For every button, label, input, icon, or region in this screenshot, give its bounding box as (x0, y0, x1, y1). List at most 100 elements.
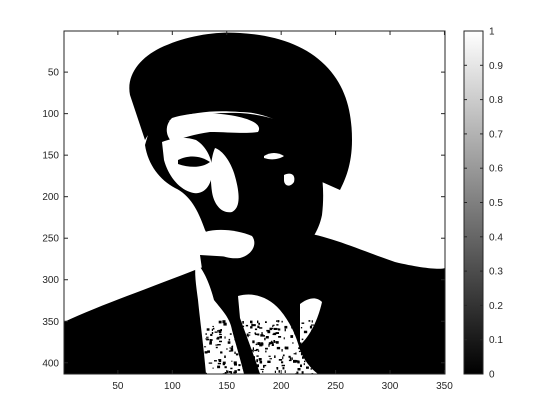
shirt-texture-dot (250, 326, 253, 329)
shirt-texture-dot (234, 339, 237, 341)
shirt-texture-dot (277, 320, 280, 322)
y-tick-label: 350 (42, 317, 59, 328)
shirt-texture-dot (269, 327, 273, 331)
shirt-texture-dot (258, 322, 260, 325)
shirt-texture-dot (259, 361, 263, 364)
shirt-texture-dot (243, 333, 246, 335)
shirt-texture-dot (229, 371, 231, 373)
shirt-texture-dot (214, 331, 218, 333)
shirt-texture-dot (255, 333, 259, 336)
shirt-texture-dot (264, 337, 266, 341)
shirt-texture-dot (256, 355, 259, 357)
eye-left (178, 156, 210, 167)
shirt-texture-dot (204, 351, 208, 354)
colorbar-tick-label: 1 (489, 27, 495, 38)
shirt-texture-dot (252, 347, 254, 351)
shirt-texture-dot (224, 366, 227, 369)
shirt-texture-dot (265, 350, 267, 353)
shirt-texture-dot (214, 360, 217, 362)
shirt-texture-dot (291, 327, 293, 329)
shirt-texture-dot (292, 342, 294, 344)
shirt-texture-dot (263, 364, 267, 367)
shirt-texture-dot (254, 328, 258, 331)
shirt-texture-dot (242, 354, 244, 356)
shirt-texture-dot (254, 367, 257, 369)
shirt-texture-dot (224, 355, 226, 358)
shirt-texture-dot (229, 347, 233, 349)
shirt-collar-right (238, 294, 318, 374)
shirt-texture-dot (272, 324, 275, 326)
shirt-texture-dot (304, 360, 306, 363)
colorbar-tick-label: 0.9 (489, 61, 503, 72)
shirt-texture-dot (300, 364, 302, 368)
shirt-texture-dot (238, 364, 241, 367)
shirt-texture-dot (235, 353, 239, 356)
shirt-texture-dot (305, 353, 309, 356)
shirt-texture-dot (209, 342, 212, 345)
shirt-texture-dot (237, 340, 241, 344)
shirt-texture-dot (206, 328, 210, 331)
shirt-texture-dot (265, 347, 268, 350)
shirt-texture-dot (278, 370, 280, 373)
shirt-texture-dot (204, 346, 207, 348)
shirt-texture-dot (234, 329, 238, 332)
shirt-texture-dot (313, 343, 317, 346)
shirt-texture-dot (275, 341, 279, 344)
y-axis: 50 100 150 200 250 300 350 400 (42, 68, 445, 369)
shirt-texture-dot (273, 332, 277, 336)
shirt-texture-dot (246, 333, 249, 337)
x-tick-label: 350 (436, 381, 453, 392)
shirt-texture-dot (230, 367, 233, 370)
shirt-texture-dot (251, 357, 255, 359)
shirt-texture-dot (219, 332, 222, 334)
shirt-texture-dot (294, 333, 298, 335)
shirt-texture (204, 320, 317, 374)
shirt-texture-dot (298, 350, 301, 353)
shirt-texture-dot (301, 322, 305, 324)
shirt-texture-dot (251, 356, 255, 359)
shirt-texture-dot (288, 355, 291, 358)
shirt-texture-dot (261, 332, 263, 335)
shirt-texture-dot (270, 341, 274, 344)
shirt-texture-dot (291, 321, 294, 323)
shirt-texture-dot (247, 334, 251, 336)
shirt-texture-dot (311, 320, 313, 323)
shirt-texture-dot (215, 346, 218, 349)
shirt-texture-dot (263, 335, 265, 337)
shirt-texture-dot (308, 336, 312, 339)
shirt-texture-dot (234, 351, 236, 354)
shirt-texture-dot (284, 328, 286, 332)
shirt-texture-dot (293, 353, 296, 355)
shirt-texture-dot (218, 329, 222, 333)
shirt-texture-dot (301, 345, 304, 347)
shirt-texture-dot (254, 370, 258, 372)
shirt-texture-dot (223, 322, 227, 326)
shirt-texture-dot (293, 359, 297, 363)
shirt-texture-dot (289, 357, 292, 360)
shirt-texture-dot (222, 320, 226, 324)
shirt-texture-dot (281, 349, 283, 352)
shirt-region (195, 262, 244, 374)
x-tick-label: 250 (327, 381, 344, 392)
shirt-texture-dot (255, 348, 259, 351)
shirt-texture-dot (233, 371, 236, 374)
shirt-texture-dot (234, 363, 237, 366)
shirt-texture-dot (285, 346, 289, 350)
shirt-texture-dot (251, 369, 253, 372)
shirt-texture-dot (267, 360, 271, 363)
shirt-texture-dot (306, 366, 309, 369)
shirt-texture-dot (250, 320, 253, 324)
collar-light-right (300, 298, 322, 345)
shirt-texture-dot (267, 330, 271, 334)
shirt-texture-dot (212, 367, 214, 369)
shirt-texture-dot (230, 348, 234, 350)
colorbar-tick-label: 0.2 (489, 301, 503, 312)
shirt-texture-dot (251, 323, 253, 327)
colorbar-tick-label: 0.6 (489, 164, 503, 175)
eye-right-highlight (264, 153, 284, 160)
colorbar-tick-label: 0.3 (489, 267, 503, 278)
x-axis: 50 100 150 200 250 300 350 (112, 31, 453, 392)
shirt-texture-dot (222, 361, 226, 364)
shirt-texture-dot (276, 324, 279, 326)
shirt-texture-dot (245, 369, 249, 373)
